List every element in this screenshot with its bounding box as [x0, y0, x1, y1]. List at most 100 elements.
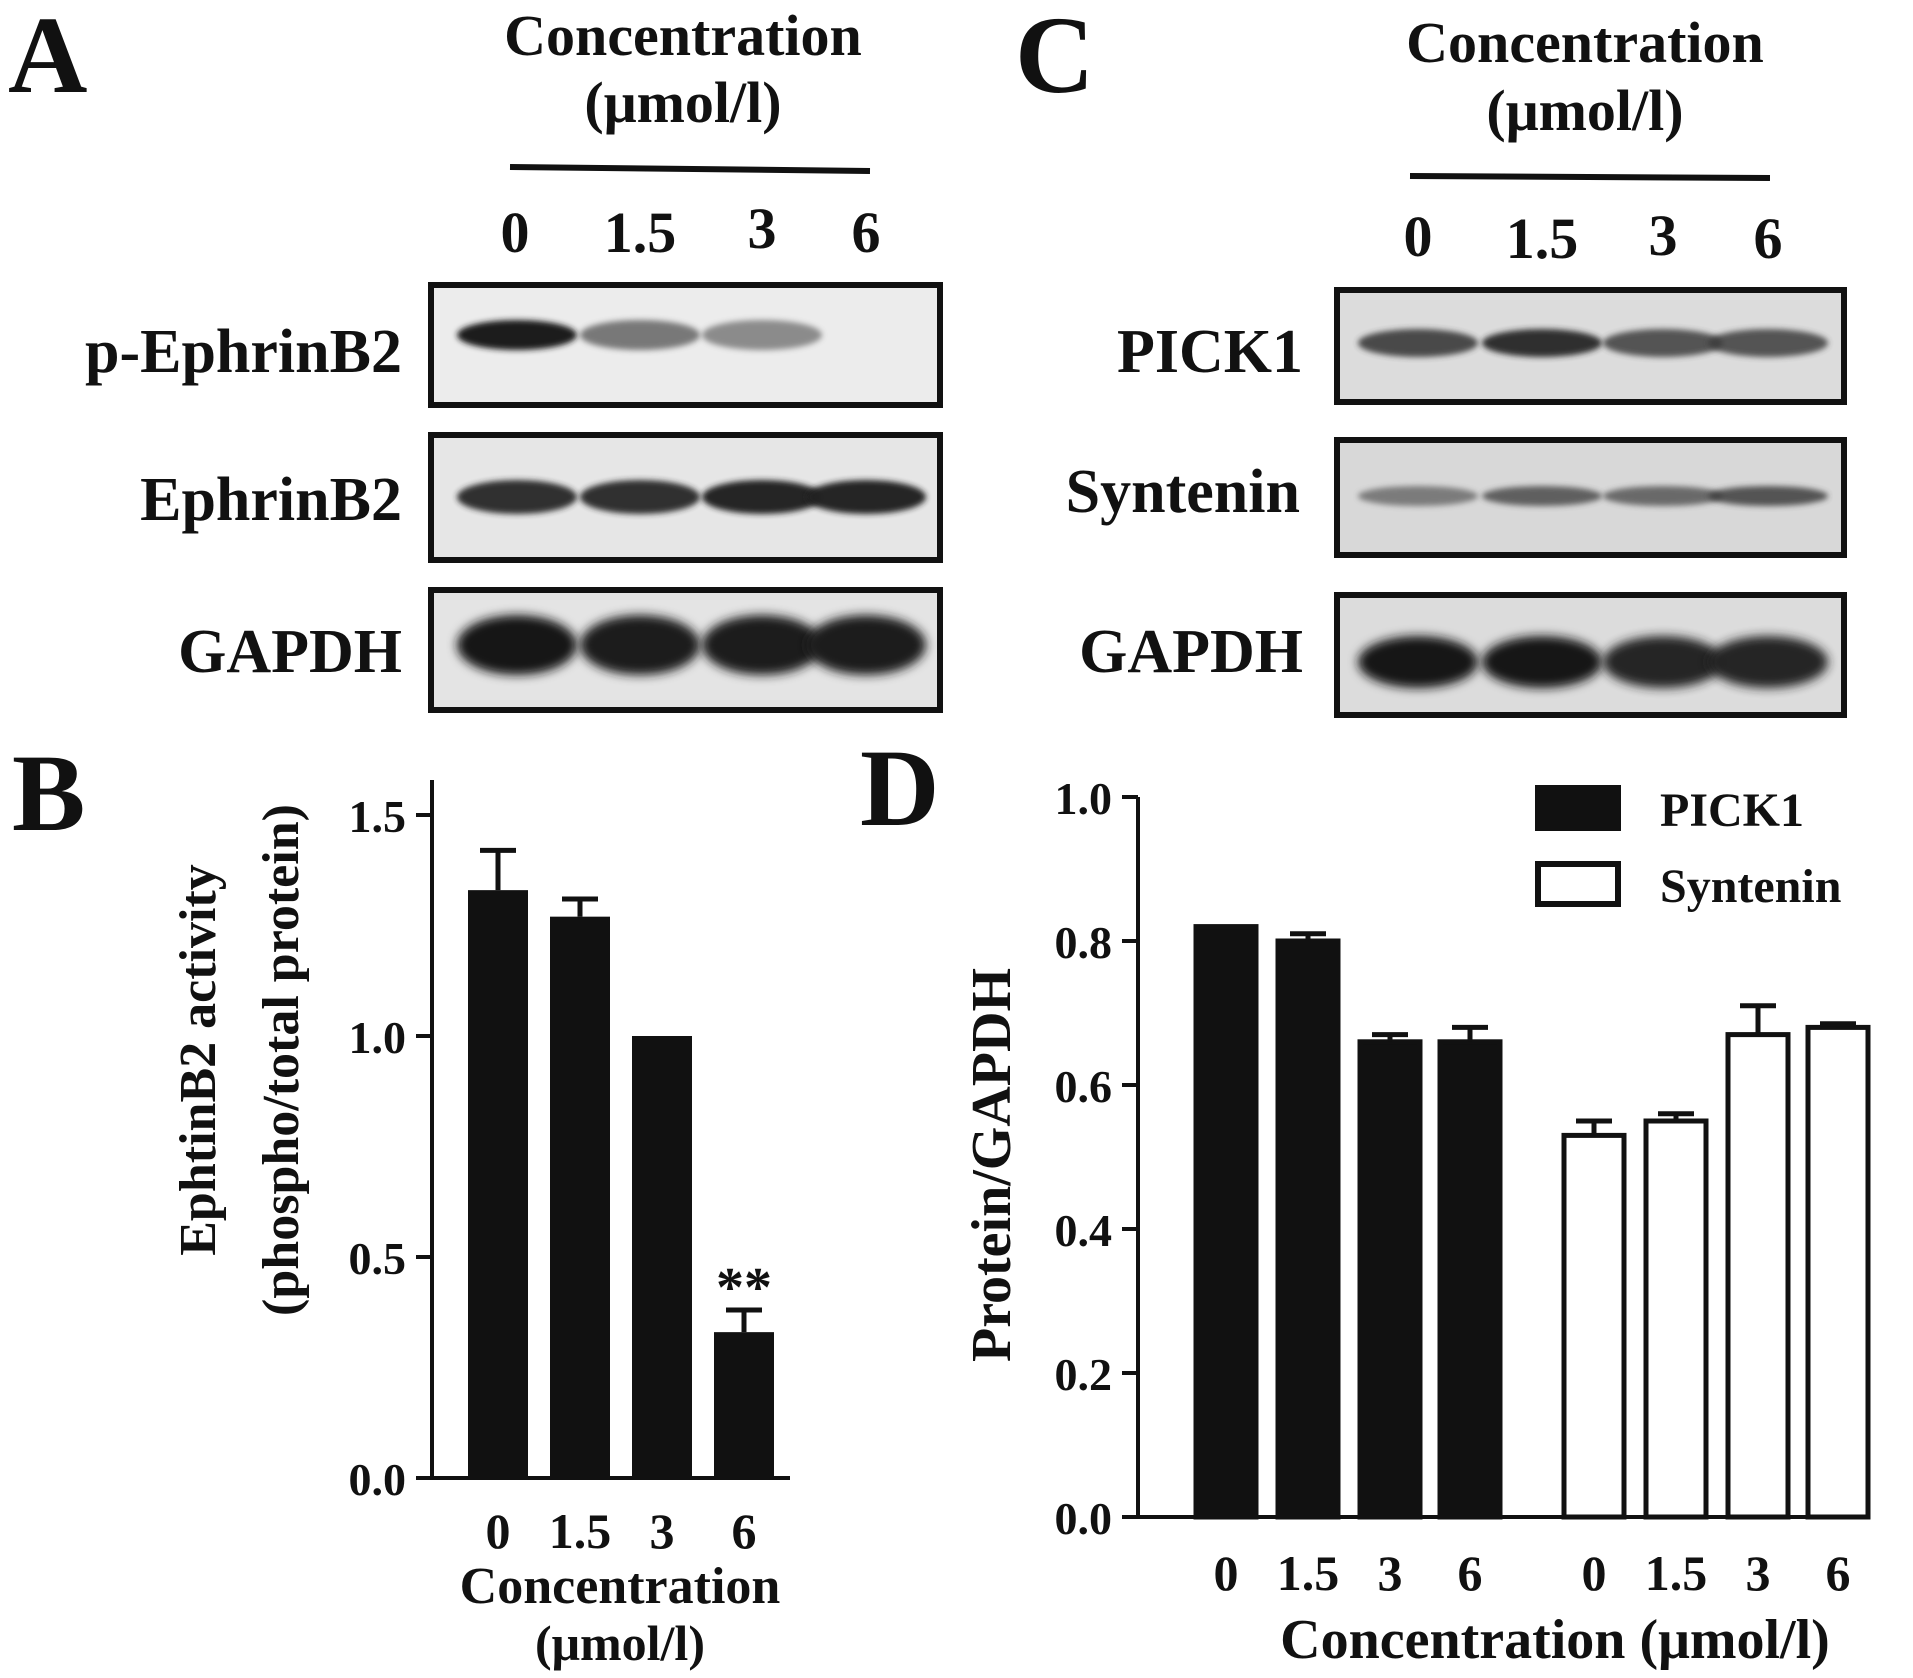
- chart-d-plot: 0.00.20.40.60.81.00 1.5 3 6 0 1.5 3 6PICK1Synte…: [1055, 773, 1871, 1601]
- panel-a-header-line2: (μmol/l): [584, 70, 781, 135]
- band-a-1-lane-0: [457, 480, 577, 514]
- chart-d-y-tick-label: 0.0: [1055, 1493, 1113, 1544]
- chart-d-y-tick-label: 1.0: [1055, 773, 1113, 824]
- panel-c-letter: C: [1015, 0, 1094, 116]
- chart-d-y-tick-label: 0.2: [1055, 1349, 1113, 1400]
- chart-b-bar: [632, 1036, 692, 1478]
- panel-d-letter: D: [860, 727, 939, 849]
- chart-b-plot: 0.0 0.5 1.0 1.5 0 1.5 3 6 **: [349, 780, 790, 1559]
- panel-d: D Protein/GAPDH 0.00.20.40.60.81.00 1.5 3 6…: [860, 727, 1871, 1671]
- band-a-1-lane-3: [806, 480, 926, 514]
- chart-d-x-tick-label: 6: [1458, 1545, 1483, 1601]
- chart-b-x-tick-label: 3: [650, 1503, 675, 1559]
- panel-c-lane-label: 0: [1404, 204, 1433, 269]
- band-a-0-lane-2: [702, 320, 822, 350]
- chart-d-bar-pick1: [1357, 1039, 1423, 1520]
- blot-label-pick1: PICK1: [1117, 318, 1303, 386]
- band-c-0-lane-1: [1482, 329, 1602, 357]
- blot-bands-pick1: [1358, 329, 1828, 357]
- chart-d-y-tick-label: 0.4: [1055, 1205, 1113, 1256]
- band-a-0-lane-1: [580, 320, 700, 350]
- panel-a-header-rule: [509, 164, 871, 174]
- blot-label-gapdh-a: GAPDH: [178, 618, 402, 686]
- chart-d-x-tick-label: 1.5: [1277, 1545, 1340, 1601]
- chart-d-x-tick-label: 1.5: [1645, 1545, 1708, 1601]
- chart-d-bar-syntenin: [1725, 1032, 1791, 1520]
- band-c-1-lane-1: [1482, 486, 1602, 506]
- panel-a-header-line1: Concentration: [504, 3, 862, 68]
- chart-d-legend-label-pick1: PICK1: [1660, 784, 1804, 837]
- panel-a-lane-label: 3: [748, 196, 777, 261]
- band-a-1-lane-2: [702, 480, 822, 514]
- chart-d-x-tick-label: 0: [1582, 1545, 1607, 1601]
- blot-label-p-ephrinb2: p-EphrinB2: [85, 318, 402, 386]
- band-a-2-lane-3: [806, 615, 926, 675]
- band-a-2-lane-2: [702, 615, 822, 675]
- chart-b-bar: [550, 916, 610, 1478]
- chart-b-y-tick-label: 0.0: [349, 1454, 407, 1505]
- panel-a: A Concentration (μmol/l) 0 1.5 3 6 p-Eph…: [8, 0, 943, 713]
- chart-d-bar-pick1: [1437, 1039, 1503, 1520]
- blot-label-gapdh-c: GAPDH: [1079, 618, 1303, 686]
- panel-a-lane-label: 6: [852, 200, 881, 265]
- band-c-1-lane-0: [1358, 486, 1478, 506]
- band-c-1-lane-2: [1603, 486, 1723, 506]
- chart-b-x-tick-label: 6: [732, 1503, 757, 1559]
- chart-d-bar-pick1: [1193, 924, 1259, 1520]
- blot-bands-syntenin: [1358, 486, 1828, 506]
- panel-c-lane-label: 3: [1649, 203, 1678, 268]
- blot-bands-gapdh-a: [457, 615, 926, 675]
- chart-b-y-tick-label: 1.0: [349, 1012, 407, 1063]
- band-a-2-lane-1: [580, 615, 700, 675]
- panel-b-letter: B: [12, 732, 85, 854]
- band-c-2-lane-0: [1358, 636, 1478, 688]
- chart-b-ylabel-line1: EphtinB2 activity: [170, 864, 227, 1256]
- band-c-2-lane-1: [1482, 636, 1602, 688]
- chart-d-x-tick-label: 6: [1826, 1545, 1851, 1601]
- chart-b-xlabel-line1: Concentration: [460, 1558, 781, 1615]
- chart-d-ylabel: Protein/GAPDH: [961, 968, 1023, 1362]
- chart-b-bar: [714, 1332, 774, 1478]
- panel-a-lane-label: 0: [501, 200, 530, 265]
- chart-b-x-tick-label: 1.5: [549, 1503, 612, 1559]
- chart-b-significance-marker: **: [716, 1257, 772, 1319]
- chart-b-xlabel-line2: (μmol/l): [535, 1615, 705, 1671]
- chart-d-legend-swatch-syntenin: [1535, 861, 1621, 907]
- chart-b-ylabel-line2: (phospho/total protein): [253, 804, 310, 1316]
- panel-c-header-line1: Concentration: [1406, 10, 1764, 75]
- chart-d-y-tick-label: 0.8: [1055, 917, 1113, 968]
- chart-b-y-tick-label: 0.5: [349, 1233, 407, 1284]
- panel-a-letter: A: [8, 0, 87, 116]
- band-c-2-lane-2: [1603, 636, 1723, 688]
- blot-bands-p-ephrinb2: [457, 320, 822, 350]
- chart-d-x-tick-label: 0: [1214, 1545, 1239, 1601]
- panel-c-lane-label: 1.5: [1506, 206, 1579, 271]
- chart-d-x-tick-label: 3: [1378, 1545, 1403, 1601]
- chart-d-bar-syntenin: [1805, 1024, 1871, 1520]
- band-c-1-lane-3: [1708, 486, 1828, 506]
- panel-b: B EphtinB2 activity (phospho/total prote…: [12, 732, 790, 1671]
- chart-d-bar-pick1: [1275, 938, 1341, 1520]
- panel-c: C Concentration (μmol/l) 0 1.5 3 6 PICK1…: [1015, 0, 1847, 718]
- chart-d-xlabel: Concentration (μmol/l): [1280, 1609, 1830, 1671]
- chart-d-bar-syntenin: [1643, 1118, 1709, 1520]
- chart-b-x-tick-label: 0: [486, 1503, 511, 1559]
- panel-c-header-line2: (μmol/l): [1486, 78, 1683, 143]
- chart-d-legend-label-syntenin: Syntenin: [1660, 860, 1841, 913]
- panel-a-lane-label: 1.5: [604, 200, 677, 265]
- blot-bands-gapdh-c: [1358, 636, 1828, 688]
- blot-bands-ephrinb2: [457, 480, 926, 514]
- band-a-0-lane-0: [457, 320, 577, 350]
- chart-b-y-tick-label: 1.5: [349, 791, 407, 842]
- blot-label-syntenin: Syntenin: [1066, 458, 1300, 526]
- chart-d-x-tick-label: 3: [1746, 1545, 1771, 1601]
- chart-b-bar: [468, 890, 528, 1478]
- band-c-2-lane-3: [1708, 636, 1828, 688]
- band-c-0-lane-3: [1708, 329, 1828, 357]
- band-a-1-lane-1: [580, 480, 700, 514]
- chart-d-y-tick-label: 0.6: [1055, 1061, 1113, 1112]
- band-c-0-lane-2: [1603, 329, 1723, 357]
- band-a-2-lane-0: [457, 615, 577, 675]
- chart-d-legend-swatch-pick1: [1535, 785, 1621, 831]
